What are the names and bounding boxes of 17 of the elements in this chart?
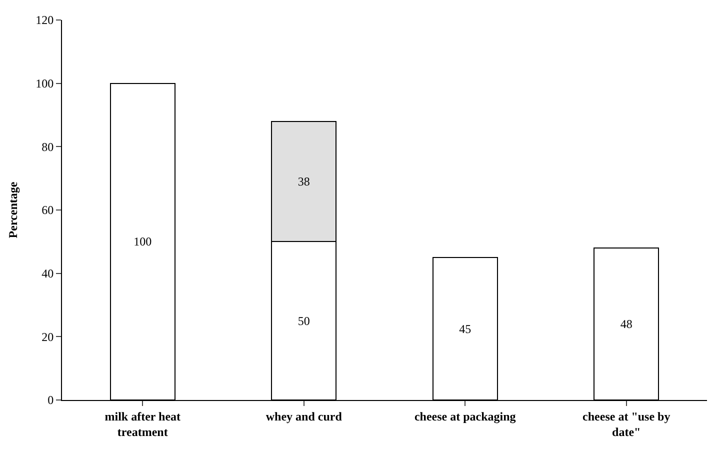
data-label: 100 xyxy=(134,234,152,249)
x-tick-label: milk after heat treatment xyxy=(104,409,181,439)
y-tick-label: 120 xyxy=(36,13,54,28)
y-tick-label: 60 xyxy=(42,203,54,218)
y-tick-label: 100 xyxy=(36,76,54,91)
x-tick-label: cheese at packaging xyxy=(414,409,516,424)
x-tick-label: whey and curd xyxy=(266,409,342,424)
y-tick-label: 80 xyxy=(42,140,54,154)
y-tick-label: 20 xyxy=(42,330,54,344)
data-label: 38 xyxy=(298,174,310,188)
data-label: 48 xyxy=(620,317,632,331)
y-axis-title: Percentage xyxy=(6,181,20,238)
data-label: 45 xyxy=(459,322,472,336)
data-label: 50 xyxy=(298,314,310,328)
x-tick-label: cheese at "use by date" xyxy=(582,409,670,439)
y-tick-label: 0 xyxy=(48,393,54,408)
y-tick-label: 40 xyxy=(42,266,54,281)
